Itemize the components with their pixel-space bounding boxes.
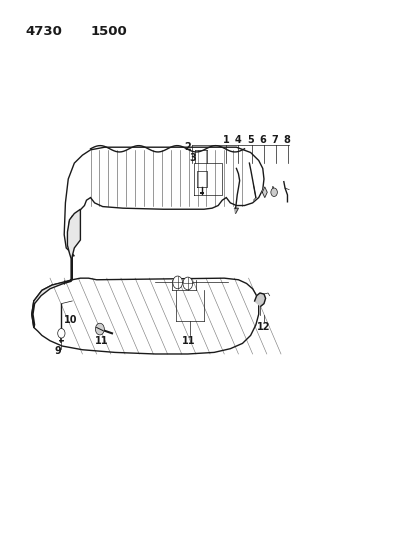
Circle shape	[183, 277, 193, 290]
Polygon shape	[64, 147, 264, 256]
Text: 9: 9	[55, 346, 62, 357]
Text: 10: 10	[64, 314, 78, 325]
Polygon shape	[32, 209, 80, 327]
Text: 4: 4	[234, 135, 241, 146]
Circle shape	[173, 276, 182, 289]
Polygon shape	[32, 278, 259, 354]
Text: 11: 11	[95, 336, 109, 346]
Text: 1500: 1500	[91, 25, 127, 38]
Text: 5: 5	[247, 135, 253, 146]
Text: 2: 2	[184, 142, 191, 152]
Polygon shape	[234, 208, 238, 214]
Circle shape	[95, 323, 104, 335]
Text: 4730: 4730	[26, 25, 62, 38]
Circle shape	[271, 188, 277, 197]
Text: 1: 1	[223, 135, 230, 146]
Text: 8: 8	[283, 135, 290, 146]
Text: 3: 3	[189, 153, 196, 163]
Text: 6: 6	[259, 135, 266, 146]
Polygon shape	[255, 293, 266, 306]
Text: 7: 7	[271, 135, 278, 146]
Text: 12: 12	[257, 322, 271, 332]
Polygon shape	[262, 187, 267, 198]
Text: 11: 11	[182, 336, 196, 346]
Circle shape	[58, 328, 65, 338]
